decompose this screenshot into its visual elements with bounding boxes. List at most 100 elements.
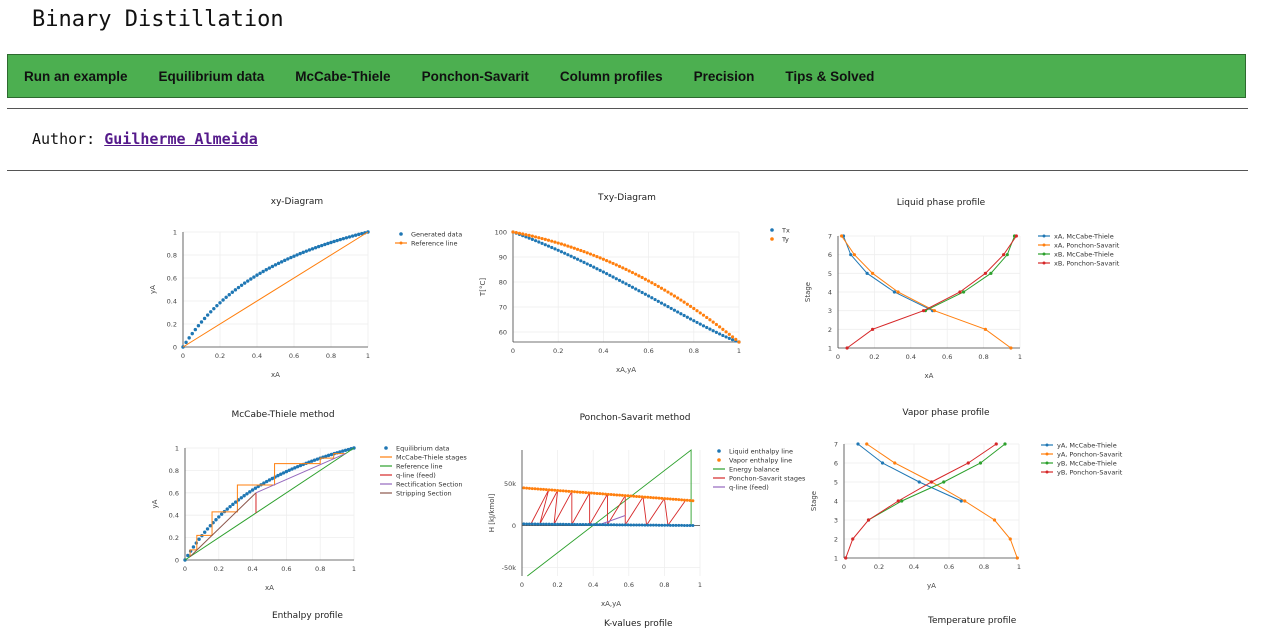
y-tick-label: 6 [828,251,832,259]
ty-point [734,337,738,342]
ponchon-stage-line [589,494,608,525]
liquid-enthalpy-point [575,522,579,526]
equilibrium-point [287,468,291,473]
equilibrium-point [186,553,190,558]
equilibrium-point [242,281,247,285]
equilibrium-point [281,471,286,475]
y-tick-label: 3 [828,307,832,315]
ty-point [588,252,593,256]
profile-point [942,480,946,484]
nav-precision[interactable]: Precision [693,68,755,84]
author-link[interactable]: Guilherme Almeida [104,130,258,148]
tx-point [672,308,677,312]
equilibrium-point [267,266,272,270]
equilibrium-point [312,458,317,462]
ty-point [634,272,638,276]
tx-point [727,336,731,340]
nav-equilibrium-data[interactable]: Equilibrium data [158,68,265,84]
nav-mccabe-thiele[interactable]: McCabe-Thiele [295,68,391,84]
tx-point [659,301,664,305]
liquid-enthalpy-point [671,523,675,527]
ty-point [676,296,680,300]
tx-point [563,251,567,255]
equilibrium-point [341,236,346,241]
tx-point [627,283,631,288]
y-tick-label: 5 [834,479,838,487]
ty-point [521,232,525,236]
liquid-enthalpy-point [688,524,692,528]
tx-point [553,247,557,251]
temperature-profile-title: Temperature profile [928,616,1017,626]
profile-point [893,461,897,465]
y-tick-label: 0.8 [167,252,177,260]
nav-tips-solved[interactable]: Tips & Solved [785,68,875,84]
profile-point [851,537,855,541]
ty-point [721,327,725,331]
vapor-enthalpy-point [688,498,692,502]
legend-label: Liquid enthalpy line [729,447,793,455]
y-tick-label: 1 [175,445,179,453]
y-tick-label: 0.4 [169,512,179,520]
y-tick-label: 0.2 [169,534,179,542]
liquid-enthalpy-point [620,523,624,527]
tx-point [705,325,709,330]
equilibrium-point [187,336,191,340]
vapor-enthalpy-point [522,486,526,490]
equilibrium-point [252,275,256,279]
x-axis-label: xA,yA [616,366,636,374]
equilibrium-point [196,324,201,328]
legend-label: xB, Ponchon-Savarit [1054,259,1120,267]
equilibrium-point [221,298,225,302]
equilibrium-point [224,295,228,300]
ponchon-stage-line [624,496,644,526]
legend-label: Energy balance [729,465,779,473]
legend-label: xB, McCabe-Thiele [1054,250,1114,258]
tx-point [530,237,534,241]
liquid-enthalpy-point [547,522,551,526]
vapor-enthalpy-point [671,497,675,501]
liquid-enthalpy-point [651,523,655,527]
vapor-enthalpy-point [640,495,644,499]
equilibrium-point [212,306,216,311]
profile-point [917,480,921,484]
ty-point [550,239,554,243]
liquid-enthalpy-point [677,523,681,527]
equilibrium-point [262,481,266,485]
equilibrium-point [202,316,207,321]
equilibrium-point [205,527,210,531]
liquid-enthalpy-point [691,524,695,528]
equilibrium-point [347,235,352,239]
profile-point [896,499,900,503]
liquid-enthalpy-point [609,523,613,527]
x-tick-label: 0 [181,352,185,360]
x-tick-label: 0 [183,565,187,573]
equilibrium-point [230,290,235,294]
vapor-enthalpy-point [581,490,585,494]
equilibrium-point [290,467,294,471]
vapor-enthalpy-point [626,494,630,498]
vapor-enthalpy-point [539,487,543,491]
ty-point [669,292,673,296]
vapor-enthalpy-point [651,496,655,500]
nav-ponchon-savarit[interactable]: Ponchon-Savarit [421,68,529,84]
nav-run-example[interactable]: Run an example [24,68,128,84]
equilibrium-point [246,279,250,283]
nav-column-profiles[interactable]: Column profiles [559,68,663,84]
liquid-profile-chart: Liquid phase profile 0 0.2 0.4 0.6 0.8 1 1 2 3 4 5 6… [804,198,1120,380]
profile-point [896,290,900,294]
ty-point [579,248,583,253]
ty-point [530,234,534,238]
ponchon-stage-line [530,489,550,525]
profile-point [870,327,875,331]
x-tick-label: 0.2 [869,353,879,361]
ty-point [569,245,573,249]
vapor-enthalpy-point [685,498,689,502]
vapor-enthalpy-point [606,492,610,496]
y-tick-label: 50k [504,480,516,488]
legend-label: Reference line [396,462,443,470]
equilibrium-point [346,447,351,452]
tx-point [621,280,625,284]
tx-point [534,239,538,243]
y-tick-label: 80 [499,279,507,287]
ty-point [575,247,580,251]
